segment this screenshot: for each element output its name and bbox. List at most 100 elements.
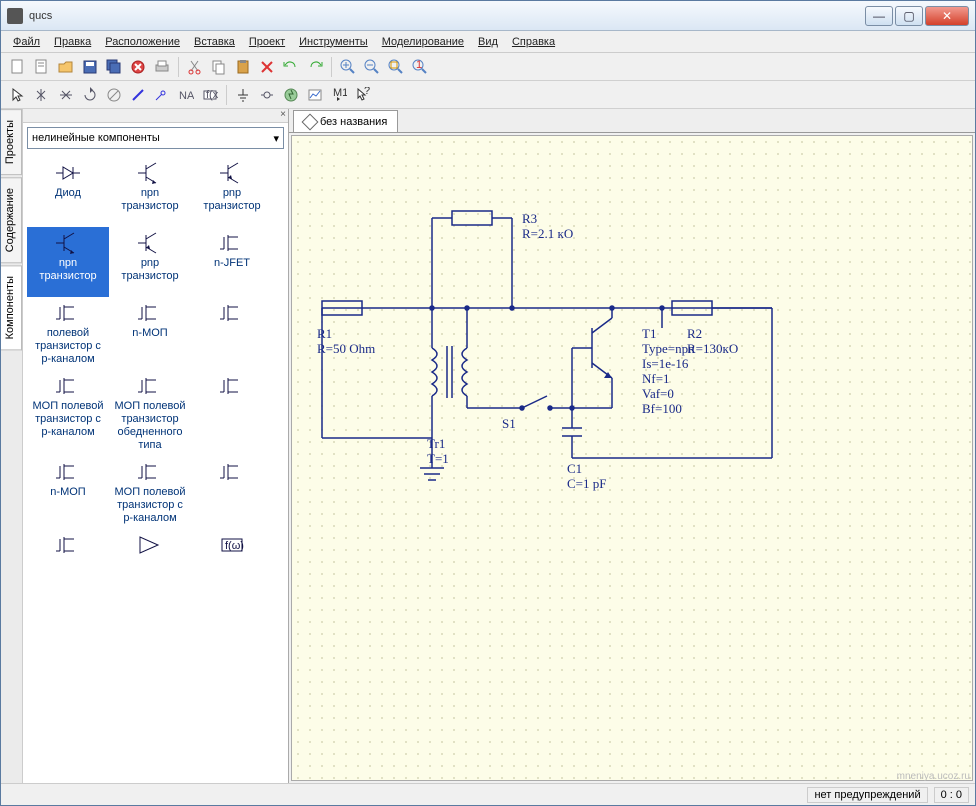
schematic: R3 R=2.1 кО R1 R=50 Ohm R2 R=130кО T1 Ty… — [292, 136, 972, 780]
component-icon — [217, 231, 247, 255]
palette-label: Диод — [55, 187, 81, 200]
component-icon — [53, 161, 83, 185]
palette-item[interactable]: npn транзистор — [27, 227, 109, 297]
new-button[interactable] — [7, 56, 29, 78]
palette-label: pnp транзистор — [111, 257, 189, 283]
component-icon — [53, 460, 83, 484]
select-button[interactable] — [7, 84, 29, 106]
insert-ground-button[interactable] — [232, 84, 254, 106]
component-icon — [53, 533, 83, 557]
print-button[interactable] — [151, 56, 173, 78]
paste-button[interactable] — [232, 56, 254, 78]
app-icon — [7, 8, 23, 24]
redo-button[interactable] — [304, 56, 326, 78]
side-tabs: Проекты Содержание Компоненты — [1, 109, 23, 783]
status-coords: 0 : 0 — [934, 787, 969, 803]
cut-button[interactable] — [184, 56, 206, 78]
menu-project[interactable]: Проект — [243, 34, 291, 50]
svg-text:T=1: T=1 — [427, 451, 449, 466]
maximize-button[interactable]: ▢ — [895, 6, 923, 26]
open-button[interactable] — [55, 56, 77, 78]
minimize-button[interactable]: — — [865, 6, 893, 26]
svg-text:T1: T1 — [642, 326, 656, 341]
mirror-v-button[interactable] — [55, 84, 77, 106]
sidetab-content[interactable]: Содержание — [1, 177, 22, 263]
component-icon — [135, 301, 165, 325]
delete-button[interactable] — [256, 56, 278, 78]
palette-item[interactable] — [191, 297, 273, 370]
zoom-100-button[interactable]: 1 — [409, 56, 431, 78]
zoom-fit-button[interactable] — [385, 56, 407, 78]
menu-tools[interactable]: Инструменты — [293, 34, 374, 50]
menu-help[interactable]: Справка — [506, 34, 561, 50]
view-data-button[interactable] — [304, 84, 326, 106]
new-text-button[interactable] — [31, 56, 53, 78]
menu-view[interactable]: Вид — [472, 34, 504, 50]
svg-text:Type=npn: Type=npn — [642, 341, 695, 356]
component-icon: f(ω) — [217, 533, 247, 557]
svg-text:f(ω): f(ω) — [225, 540, 244, 552]
component-icon — [135, 161, 165, 185]
marker-button[interactable]: M1 — [328, 84, 350, 106]
palette-label: n-МОП — [50, 486, 85, 499]
svg-text:Vaf=0: Vaf=0 — [642, 386, 674, 401]
svg-text:Nf=1: Nf=1 — [642, 371, 670, 386]
sidetab-projects[interactable]: Проекты — [1, 109, 22, 175]
insert-wire-button[interactable] — [127, 84, 149, 106]
palette-item[interactable]: n-МОП — [109, 297, 191, 370]
component-icon — [135, 460, 165, 484]
insert-equation-button[interactable]: NAME — [175, 84, 197, 106]
rotate-button[interactable] — [79, 84, 101, 106]
deactivate-button[interactable] — [103, 84, 125, 106]
palette-item[interactable]: МОП полевой транзистор с p-каналом — [27, 370, 109, 456]
palette-item[interactable]: МОП полевой транзистор обедненного типа — [109, 370, 191, 456]
palette-item[interactable]: полевой транзистор с p-каналом — [27, 297, 109, 370]
close-button[interactable]: ✕ — [925, 6, 969, 26]
menu-layout[interactable]: Расположение — [99, 34, 186, 50]
palette-item[interactable] — [27, 529, 109, 599]
svg-text:1: 1 — [416, 59, 422, 71]
palette-item[interactable]: n-JFET — [191, 227, 273, 297]
palette-item[interactable]: pnp транзистор — [191, 157, 273, 227]
palette-item[interactable] — [191, 370, 273, 456]
insert-label-button[interactable] — [151, 84, 173, 106]
insert-port2-button[interactable] — [256, 84, 278, 106]
save-all-button[interactable] — [103, 56, 125, 78]
palette-item[interactable] — [109, 529, 191, 599]
sidetab-components[interactable]: Компоненты — [1, 265, 22, 350]
category-combo[interactable]: нелинейные компоненты ▾ — [27, 127, 284, 149]
sidebar-close-icon[interactable]: × — [280, 109, 286, 120]
simulate-button[interactable] — [280, 84, 302, 106]
sidebar: × нелинейные компоненты ▾ Диод npn транзи… — [23, 109, 289, 783]
palette-item[interactable]: f(ω) — [191, 529, 273, 599]
palette-item[interactable]: n-МОП — [27, 456, 109, 529]
component-icon — [53, 301, 83, 325]
palette-item[interactable] — [191, 456, 273, 529]
palette-item[interactable]: npn транзистор — [109, 157, 191, 227]
component-icon — [53, 231, 83, 255]
sidebar-header: × — [23, 109, 288, 123]
canvas-wrap: без названия — [289, 109, 975, 783]
close-doc-button[interactable] — [127, 56, 149, 78]
svg-text:R=130кО: R=130кО — [687, 341, 738, 356]
svg-text:Bf=100: Bf=100 — [642, 401, 682, 416]
doc-tab[interactable]: без названия — [293, 110, 398, 132]
palette-label: МОП полевой транзистор с p-каналом — [29, 400, 107, 439]
mirror-h-button[interactable] — [31, 84, 53, 106]
schematic-canvas[interactable]: R3 R=2.1 кО R1 R=50 Ohm R2 R=130кО T1 Ty… — [291, 135, 973, 781]
insert-port-button[interactable]: f(x) — [199, 84, 221, 106]
palette-item[interactable]: Диод — [27, 157, 109, 227]
menu-simulation[interactable]: Моделирование — [376, 34, 470, 50]
help-cursor-button[interactable]: ? — [352, 84, 374, 106]
menu-file[interactable]: Файл — [7, 34, 46, 50]
palette-item[interactable]: МОП полевой транзистор с p-каналом — [109, 456, 191, 529]
palette-item[interactable]: pnp транзистор — [109, 227, 191, 297]
copy-button[interactable] — [208, 56, 230, 78]
menu-insert[interactable]: Вставка — [188, 34, 241, 50]
menu-edit[interactable]: Правка — [48, 34, 97, 50]
zoom-in-button[interactable] — [337, 56, 359, 78]
zoom-out-button[interactable] — [361, 56, 383, 78]
save-button[interactable] — [79, 56, 101, 78]
undo-button[interactable] — [280, 56, 302, 78]
doc-tab-title: без названия — [320, 116, 387, 128]
